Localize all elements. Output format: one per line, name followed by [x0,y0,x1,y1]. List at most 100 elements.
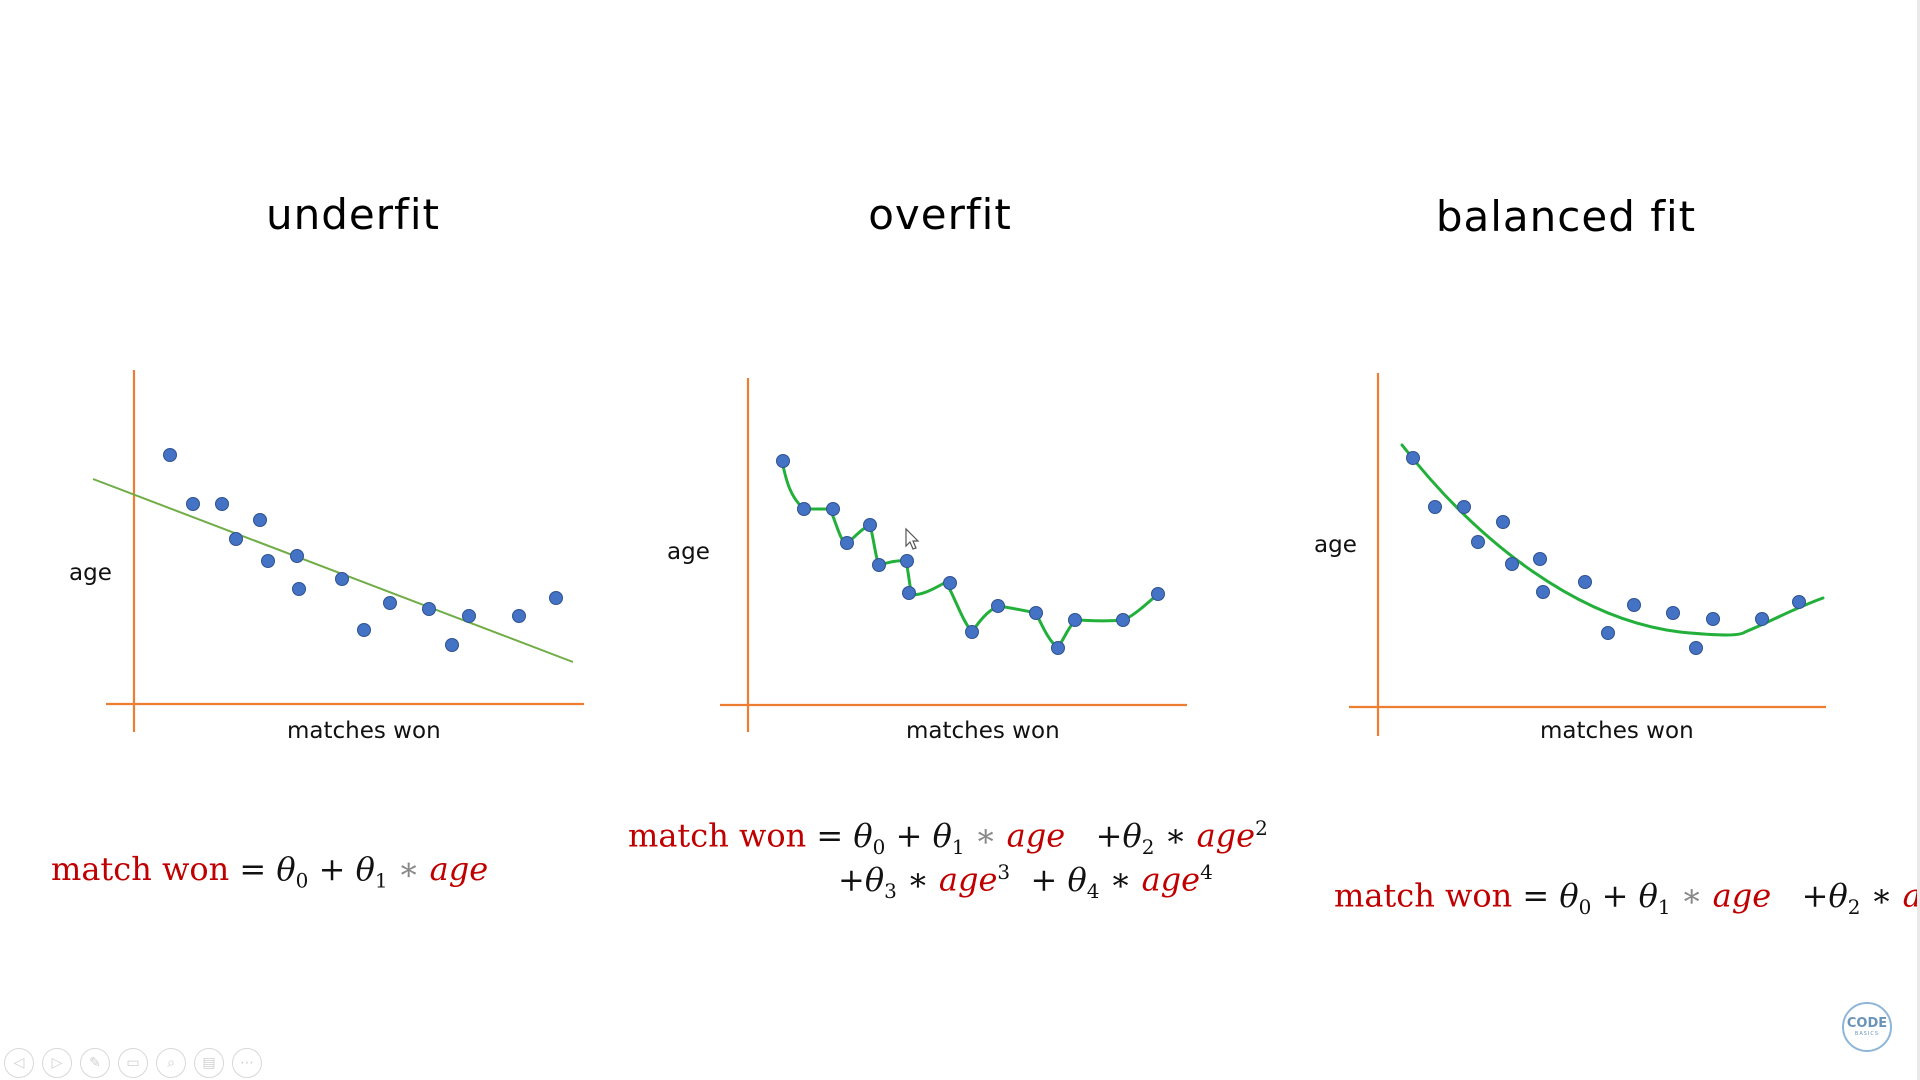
slideshow-toolbar: ◁ ▷ ✎ ▭ ⌕ ▤ ⋯ [4,1048,262,1078]
subscript: 4 [1086,879,1100,904]
regression-line [92,478,574,663]
data-point [229,532,243,546]
theta-symbol: θ [276,850,296,888]
data-point [1627,598,1641,612]
subscript: 3 [884,879,897,904]
data-point [965,625,979,639]
see-all-slides-button[interactable]: ▭ [118,1048,148,1078]
zoom-button[interactable]: ⌕ [156,1048,186,1078]
formula-overfit-line1: match won = θ0 + θ1 ∗ age +θ2 ∗ age2 [628,816,1268,859]
data-point [840,536,854,550]
data-point [797,502,811,516]
data-point [1601,626,1615,640]
data-point [863,518,877,532]
data-point [462,609,476,623]
multiply-sign: ∗ [1870,876,1893,915]
data-point [991,599,1005,613]
data-point [292,582,306,596]
data-point [261,554,275,568]
theta-symbol: θ [355,850,375,888]
formula-lhs: match won [1334,876,1513,915]
x-axis-label: matches won [906,718,1060,744]
multiply-sign: ∗ [1109,860,1132,899]
panel-title-overfit: overfit [868,190,1012,239]
overfit-curve [780,459,1160,650]
data-points [776,454,1165,655]
data-point [1151,587,1165,601]
data-point [900,554,914,568]
panel-title-underfit: underfit [266,190,440,239]
data-point [335,572,349,586]
pen-tool-button[interactable]: ✎ [80,1048,110,1078]
formula-var: age [429,850,489,888]
scrollbar[interactable] [1917,0,1920,1080]
data-point [1706,612,1720,626]
data-point [1457,500,1471,514]
plus-sign: + [838,860,865,899]
y-axis-label: age [69,560,112,586]
data-point [1496,515,1510,529]
theta-symbol: θ [1828,876,1848,915]
data-point [902,586,916,600]
formula-overfit-line2: +θ3 ∗ age3 + θ4 ∗ age4 [838,860,1213,903]
logo-subtext: BASICS [1854,1030,1880,1037]
subscript: 1 [1657,895,1671,920]
balanced-curve [1400,443,1825,637]
data-point [1051,641,1065,655]
theta-symbol: θ [1067,860,1087,899]
logo-text: CODE [1846,1015,1888,1031]
formula-eq: = [239,850,267,888]
formula-var: age [1902,876,1920,915]
exponent: 2 [1255,816,1268,840]
theta-symbol: θ [1122,816,1142,855]
data-point [549,591,563,605]
theta-symbol: θ [1638,876,1658,915]
formula-var: age [1141,860,1201,899]
data-point [422,602,436,616]
codebasics-logo: CODE BASICS [1842,1002,1892,1052]
next-slide-button[interactable]: ▷ [42,1048,72,1078]
data-point [1755,612,1769,626]
formula-lhs: match won [51,850,230,888]
subtitles-button[interactable]: ▤ [194,1048,224,1078]
x-axis-label: matches won [1540,718,1694,744]
theta-symbol: θ [932,816,952,855]
panel-title-balanced-fit: balanced fit [1435,192,1697,241]
theta-symbol: θ [853,816,873,855]
multiply-sign: ∗ [397,850,420,888]
chart-overfit: age matches won [667,378,1187,744]
data-point [1471,535,1485,549]
x-axis-label: matches won [287,718,441,744]
data-point [1536,585,1550,599]
previous-slide-button[interactable]: ◁ [4,1048,34,1078]
data-point [872,558,886,572]
data-point [383,596,397,610]
more-options-button[interactable]: ⋯ [232,1048,262,1078]
subscript: 2 [1141,835,1155,860]
plus-sign: + [1801,876,1829,915]
formula-balanced-fit: match won = θ0 + θ1 ∗ age +θ2 ∗ age2 [1334,876,1920,919]
data-point [943,576,957,590]
data-point [826,502,840,516]
subscript: 0 [1578,895,1592,920]
data-point [1533,552,1547,566]
y-axis-label: age [667,539,710,565]
multiply-sign: ∗ [906,860,929,899]
subscript: 0 [872,835,886,860]
multiply-sign: ∗ [1680,876,1703,915]
data-point [1792,595,1806,609]
subscript: 1 [951,835,965,860]
formula-lhs: match won [628,816,807,855]
formula-eq: = [816,816,844,855]
theta-symbol: θ [1559,876,1579,915]
exponent: 4 [1200,860,1213,884]
multiply-sign: ∗ [1164,816,1187,855]
data-point [445,638,459,652]
formula-var: age [1196,816,1256,855]
plus-sign: + [895,816,923,855]
data-point [1406,451,1420,465]
data-point [1116,613,1130,627]
plus-sign: + [1030,860,1058,899]
